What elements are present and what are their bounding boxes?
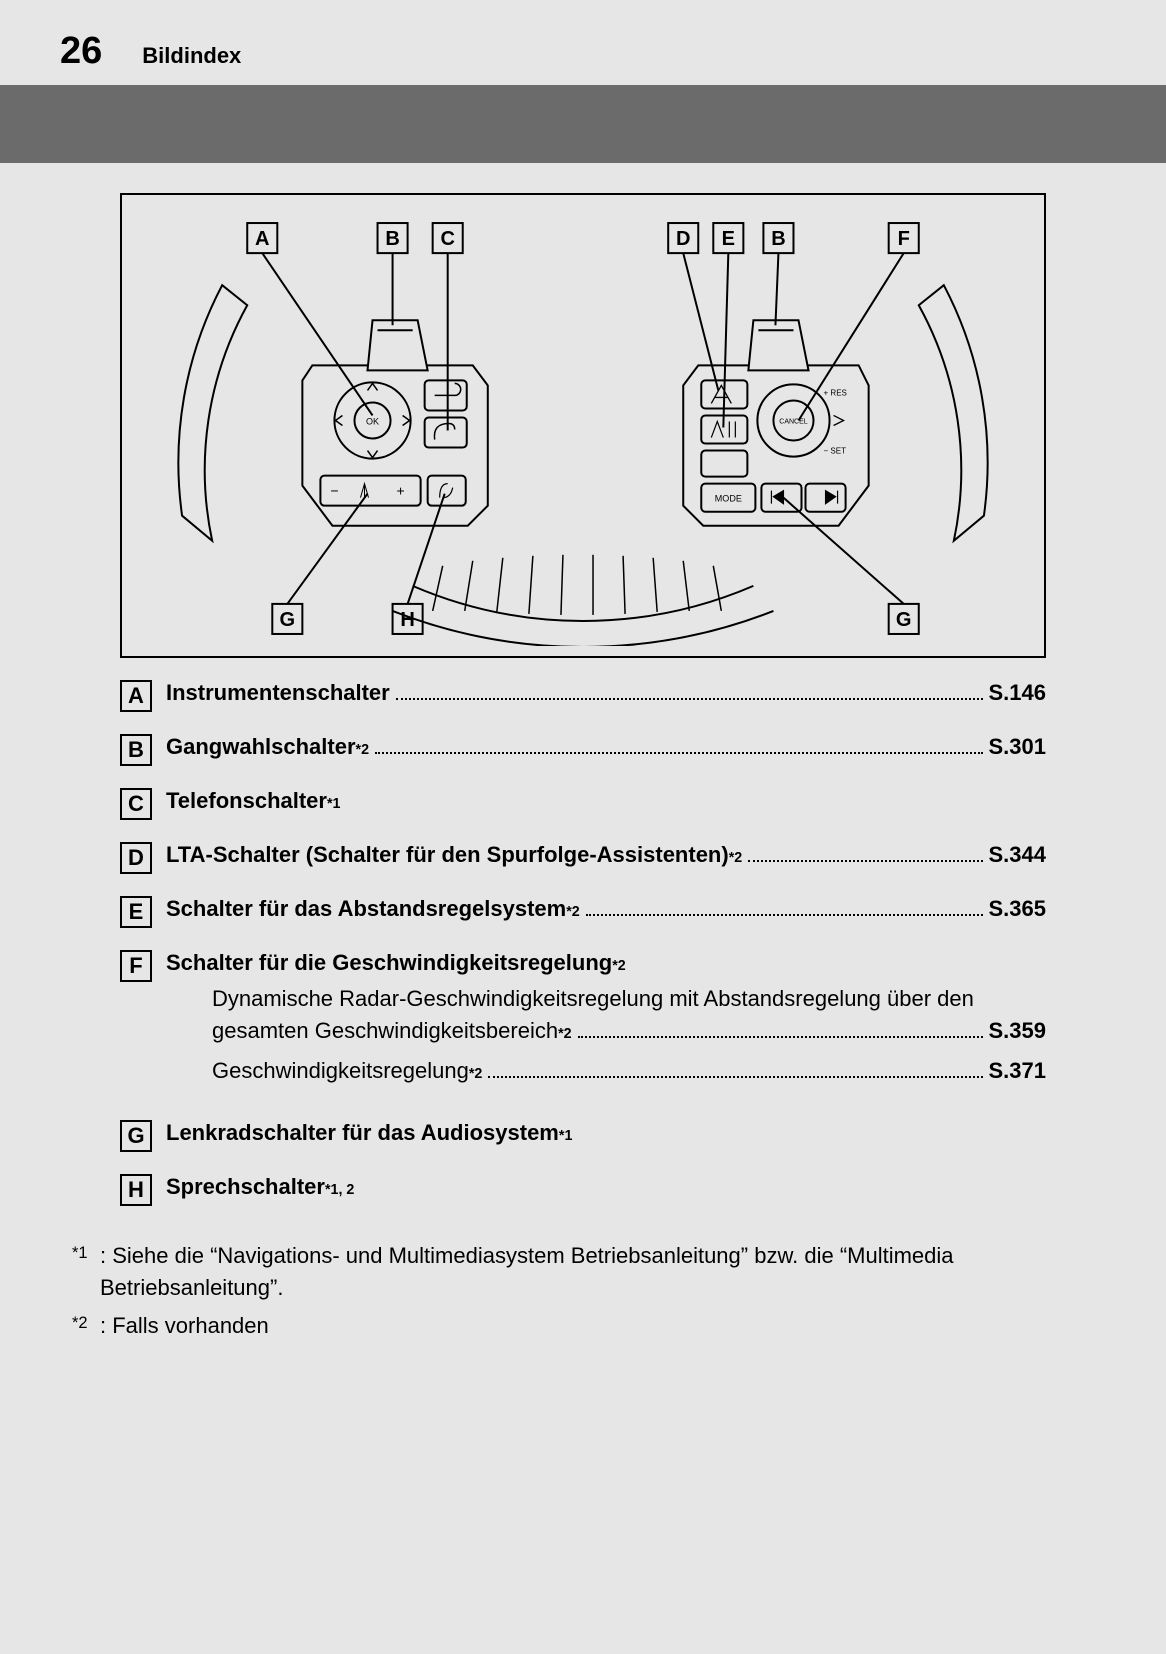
callout-letter: E <box>120 896 152 928</box>
callout-letter: C <box>120 788 152 820</box>
callout-superscript: *1 <box>559 1128 573 1144</box>
callout-label-line: Lenkradschalter für das Audiosystem*1 <box>166 1120 1046 1146</box>
svg-text:B: B <box>771 228 785 250</box>
svg-text:OK: OK <box>366 416 379 426</box>
callout-letter: G <box>120 1120 152 1152</box>
footnote: *2: Falls vorhanden <box>72 1310 1106 1342</box>
callout-superscript: *1, 2 <box>325 1182 354 1198</box>
callout-label-line: Gangwahlschalter*2 S.301 <box>166 734 1046 760</box>
manual-page: 26 Bildindex ABCDEBF GHG <box>0 0 1166 1654</box>
callout-item-E: ESchalter für das Abstandsregelsystem*2S… <box>120 896 1046 928</box>
page-number: 26 <box>60 30 102 73</box>
page-reference: S.371 <box>989 1058 1047 1084</box>
callout-label-line: LTA-Schalter (Schalter für den Spurfolge… <box>166 842 1046 868</box>
callout-label: Gangwahlschalter <box>166 734 356 760</box>
callout-item-G: G Lenkradschalter für das Audiosystem*1 <box>120 1120 1046 1152</box>
page-reference: S.344 <box>989 842 1047 868</box>
callout-label: Instrumentenschalter <box>166 680 390 706</box>
svg-text:D: D <box>676 228 690 250</box>
section-title: Bildindex <box>142 43 241 73</box>
page-reference: S.301 <box>989 734 1047 760</box>
footnote-mark: *1 <box>72 1240 98 1304</box>
callout-item-A: A Instrumentenschalter S.146 <box>120 680 1046 712</box>
svg-text:G: G <box>280 609 296 631</box>
callout-letter: D <box>120 842 152 874</box>
callout-label: Schalter für die Geschwindigkeitsregelun… <box>166 950 612 976</box>
svg-text:E: E <box>722 228 735 250</box>
callout-item-F: F Schalter für die Geschwindigkeitsregelu… <box>120 950 1046 1098</box>
page-reference: S.359 <box>989 1018 1047 1044</box>
svg-text:C: C <box>440 228 454 250</box>
page-reference: S.365 <box>989 896 1047 922</box>
footnote-text: : Falls vorhanden <box>100 1310 1106 1342</box>
svg-text:−: − <box>330 483 338 499</box>
callout-letter: F <box>120 950 152 982</box>
svg-text:F: F <box>898 228 910 250</box>
callout-superscript: *2 <box>566 904 580 920</box>
callout-label-line: Instrumentenschalter S.146 <box>166 680 1046 706</box>
svg-text:A: A <box>255 228 269 250</box>
steering-wheel-diagram: A B C D E B F G H G <box>120 193 1046 658</box>
footnote: *1: Siehe die “Navigations- und Multimed… <box>72 1240 1106 1304</box>
callout-label-line: Sprechschalter*1, 2 <box>166 1174 1046 1200</box>
page-header: 26 Bildindex <box>0 0 1166 85</box>
callout-item-H: H Sprechschalter*1, 2 <box>120 1174 1046 1206</box>
header-band <box>0 85 1166 163</box>
callout-label-line: Schalter für die Geschwindigkeitsregelun… <box>166 950 1046 976</box>
svg-text:B: B <box>385 228 399 250</box>
callout-subitems: Dynamische Radar-Geschwindigkeitsregelun… <box>212 986 1046 1084</box>
callout-item-C: C Telefonschalter*1 <box>120 788 1046 820</box>
callout-label: Lenkradschalter für das Audiosystem <box>166 1120 559 1146</box>
steering-wheel-svg: A B C D E B F G H G <box>142 205 1024 646</box>
callout-list: A Instrumentenschalter S.146 B Gangwahlschal… <box>90 680 1076 1206</box>
callout-label-line: Schalter für das Abstandsregelsystem*2 S.… <box>166 896 1046 922</box>
callout-label: Telefonschalter <box>166 788 327 814</box>
callout-superscript: *1 <box>327 796 341 812</box>
callout-letter: H <box>120 1174 152 1206</box>
footnote-text: : Siehe die “Navigations- und Multimedia… <box>100 1240 1106 1304</box>
page-reference: S.146 <box>989 680 1047 706</box>
svg-text:G: G <box>896 609 912 631</box>
svg-text:CANCEL: CANCEL <box>779 418 808 425</box>
callout-subitem: Geschwindigkeitsregelung*2S.371 <box>212 1058 1046 1084</box>
svg-text:H: H <box>400 609 414 631</box>
callout-letter: B <box>120 734 152 766</box>
svg-text:+: + <box>396 483 404 499</box>
svg-text:MODE: MODE <box>715 494 742 504</box>
callout-superscript: *2 <box>356 742 370 758</box>
callout-subitem: Dynamische Radar-Geschwindigkeitsregelun… <box>212 986 1046 1044</box>
content-area: ABCDEBF GHG <box>0 163 1166 1206</box>
callout-label: Sprechschalter <box>166 1174 325 1200</box>
svg-text:+ RES: + RES <box>824 388 847 397</box>
callout-label: Schalter für das Abstandsregelsystem <box>166 896 566 922</box>
footnotes: *1: Siehe die “Navigations- und Multimed… <box>0 1228 1166 1342</box>
callout-superscript: *2 <box>729 850 743 866</box>
callout-item-B: B Gangwahlschalter*2 S.301 <box>120 734 1046 766</box>
footnote-mark: *2 <box>72 1310 98 1342</box>
svg-text:− SET: − SET <box>824 447 847 456</box>
callout-letter: A <box>120 680 152 712</box>
callout-item-D: D LTA-Schalter (Schalter für den Spurfolg… <box>120 842 1046 874</box>
callout-label: LTA-Schalter (Schalter für den Spurfolge… <box>166 842 729 868</box>
callout-superscript: *2 <box>612 958 626 974</box>
callout-label-line: Telefonschalter*1 <box>166 788 1046 814</box>
